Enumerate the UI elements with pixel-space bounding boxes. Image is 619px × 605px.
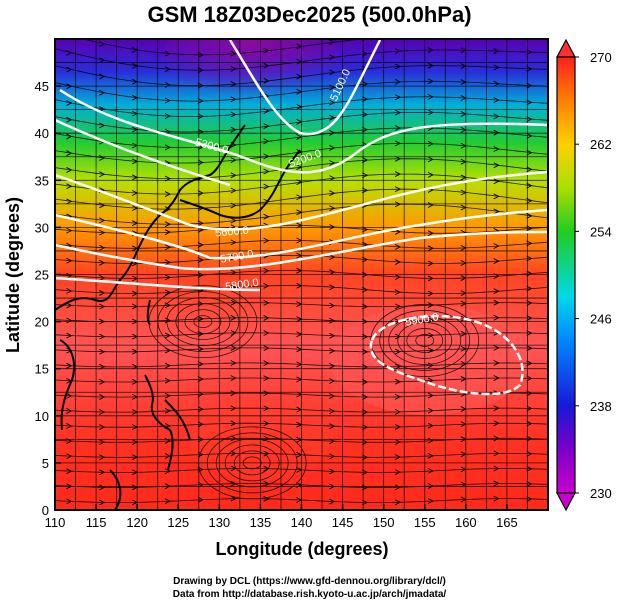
contour-label: 5600.0	[215, 225, 250, 240]
y-tick-label: 10	[35, 409, 49, 424]
contour-label: 5700.0	[219, 248, 254, 266]
x-tick-label: 155	[414, 515, 436, 530]
x-tick-label: 135	[250, 515, 272, 530]
y-tick-label: 30	[35, 220, 49, 235]
contour-label: 5900.0	[404, 311, 439, 329]
colorbar-scale	[556, 56, 576, 494]
y-tick-label: 0	[42, 503, 49, 518]
x-axis: 110 115 120 125 130 135 140 145 150 155 160 165	[45, 504, 518, 530]
credit-line-1: Drawing by DCL (https://www.gfd-dennou.o…	[173, 576, 446, 587]
y-tick-label: 25	[35, 268, 49, 283]
colorbar-max-arrow	[556, 38, 576, 58]
credits: Drawing by DCL (https://www.gfd-dennou.o…	[0, 575, 619, 601]
x-tick-label: 145	[332, 515, 354, 530]
x-tick-label: 165	[496, 515, 518, 530]
credit-line-2: Data from http://database.rish.kyoto-u.a…	[172, 589, 447, 600]
x-tick-label: 120	[126, 515, 148, 530]
y-tick-label: 15	[35, 362, 49, 377]
colorbar-tick-label: 262	[590, 137, 612, 152]
y-axis-label: Latitude (degrees)	[3, 197, 23, 353]
x-tick-label: 125	[167, 515, 189, 530]
x-axis-label: Longitude (degrees)	[215, 539, 388, 559]
y-tick-label: 40	[35, 126, 49, 141]
colorbar: 270 262 254 246 238 230	[556, 38, 612, 512]
colorbar-tick-label: 270	[590, 50, 612, 65]
y-tick-label: 5	[42, 456, 49, 471]
chart-title: GSM 18Z03Dec2025 (500.0hPa)	[147, 2, 472, 27]
x-tick-label: 130	[208, 515, 230, 530]
colorbar-tick-label: 246	[590, 312, 612, 327]
colorbar-tick-label: 238	[590, 399, 612, 414]
y-tick-label: 20	[35, 315, 49, 330]
x-tick-label: 160	[455, 515, 477, 530]
geopotential-contours	[55, 39, 548, 396]
colorbar-min-arrow	[556, 492, 576, 512]
contour-label: 5800.0	[224, 277, 259, 294]
x-tick-label: 115	[86, 515, 107, 530]
y-tick-label: 45	[35, 79, 49, 94]
x-tick-label: 150	[373, 515, 395, 530]
colorbar-tick-label: 254	[590, 224, 612, 239]
temperature-field: 5100.0 5200.0 5300.0 5600.0 5700.0 5800.…	[55, 39, 548, 510]
y-axis: 0 5 10 15 20 25 30 35 40 45	[35, 79, 61, 518]
y-tick-label: 35	[35, 173, 49, 188]
x-tick-label: 110	[45, 515, 66, 530]
graticule	[55, 39, 548, 510]
x-tick-label: 140	[291, 515, 313, 530]
colorbar-tick-label: 230	[590, 486, 612, 501]
